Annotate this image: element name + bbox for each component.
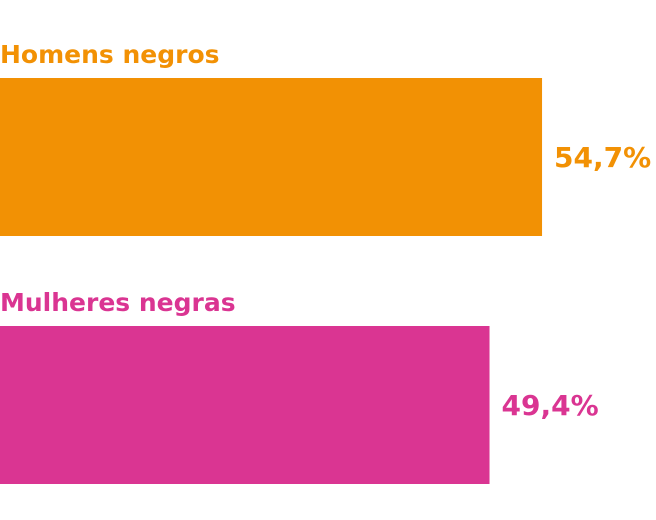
bar — [0, 326, 490, 484]
category-label: Mulheres negras — [0, 288, 236, 317]
category-label: Homens negros — [0, 40, 220, 69]
value-label: 49,4% — [502, 389, 599, 422]
value-label: 54,7% — [554, 141, 651, 174]
bar — [0, 78, 543, 236]
